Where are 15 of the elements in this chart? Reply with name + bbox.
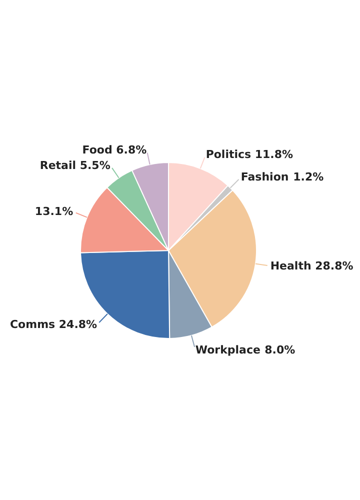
data-label: 1.2% <box>293 170 324 184</box>
slice-label: Retail <box>40 158 76 172</box>
data-label: 11.8% <box>254 148 294 161</box>
data-label: 24.8% <box>58 318 98 332</box>
slice-label: Fashion <box>240 170 289 184</box>
data-label: 5.5% <box>80 158 110 172</box>
slice-label: Comms <box>10 318 56 332</box>
slice-label: Health <box>270 259 312 272</box>
slice-label: Workplace <box>195 343 260 356</box>
data-label: 13.1% <box>34 205 74 218</box>
data-label: 8.0% <box>264 343 296 356</box>
data-label: 28.8% <box>315 259 354 272</box>
data-label: 6.8% <box>116 143 147 156</box>
slice-label: Food <box>82 143 112 156</box>
slice-label: Politics <box>206 148 252 161</box>
